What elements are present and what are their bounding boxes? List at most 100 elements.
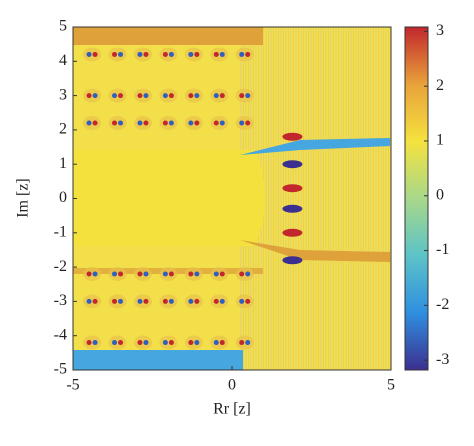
bulb-core [86,51,92,57]
bulb [108,116,127,131]
bulb-core [168,340,174,346]
bulb [159,294,178,309]
bulb-core [188,51,194,57]
bulb [159,88,178,103]
colorbar-tick-label: -2 [436,296,449,313]
x-axis-label: Rr [z] [213,401,251,418]
bulb-core [86,298,92,304]
bulb [235,47,254,62]
bulb-core [86,120,92,126]
top-band [73,27,263,45]
bulb-core [213,340,219,346]
bulb-core [245,298,251,304]
bulb-core [245,51,251,57]
bulb-core [162,51,168,57]
bulb-core [162,340,168,346]
bulb-core [194,298,200,304]
bulb [83,266,102,281]
bulb-core [118,271,124,277]
bottom-band [73,350,243,370]
bulb-core [143,93,149,99]
spike [282,256,303,265]
bulb [133,294,152,309]
bulb-core [143,271,149,277]
x-tick-label: 0 [228,377,236,394]
bulb-core [194,271,200,277]
bulb-core [245,271,251,277]
spike [282,160,303,169]
bulb-core [162,93,168,99]
y-tick-label: 2 [59,121,67,138]
bulb [108,294,127,309]
bulb [210,88,229,103]
bulb-core [219,51,225,57]
y-tick-label: 3 [59,86,67,103]
bulb-core [239,93,245,99]
bulb [108,88,127,103]
bulb-core [219,340,225,346]
colorbar-tick-label: -3 [436,351,449,368]
bulb-core [143,51,149,57]
bulb [184,47,203,62]
bulb-core [239,271,245,277]
bulb [133,116,152,131]
bulb [83,294,102,309]
bulb [210,266,229,281]
bulb [184,116,203,131]
bulb-core [118,298,124,304]
bulb-core [188,271,194,277]
bulb-core [92,120,98,126]
colorbar-tick-label: 2 [436,77,444,94]
bulb-core [194,340,200,346]
bulb-core [143,120,149,126]
bulb-core [112,120,118,126]
bulb-core [137,340,143,346]
bulb-core [137,51,143,57]
bulb-core [137,120,143,126]
colorbar-tick-label: 1 [436,132,444,149]
bulb-core [213,51,219,57]
bulb-core [168,298,174,304]
bulb-core [239,51,245,57]
bulb [159,47,178,62]
bulb [235,335,254,350]
bulb-core [92,51,98,57]
bulb-core [86,340,92,346]
bulb [133,47,152,62]
bulb-core [118,51,124,57]
bulb-core [213,120,219,126]
striped-region [240,27,391,370]
bulb [83,88,102,103]
orange-fan [240,240,390,262]
bulb-core [219,120,225,126]
bulb [133,335,152,350]
bulb-core [118,340,124,346]
y-tick-label: 5 [59,18,67,35]
bulb-core [112,51,118,57]
bulb-core [213,298,219,304]
bulb-core [137,271,143,277]
bulb-core [219,271,225,277]
bulb [210,335,229,350]
colorbar-tick-label: 3 [436,22,444,39]
bulb-core [245,93,251,99]
colorbar-tick-label: -1 [436,241,449,258]
bulb-core [168,120,174,126]
bulb [108,335,127,350]
bulb-core [194,93,200,99]
bulb [235,88,254,103]
main-region [73,150,265,246]
bulb-core [188,120,194,126]
bulb-core [168,51,174,57]
y-tick-label: 4 [59,52,67,69]
bulb [83,335,102,350]
spike [282,228,303,237]
y-tick-label: 1 [59,155,67,172]
bulb [108,266,127,281]
bulb [133,88,152,103]
bulb-core [213,271,219,277]
bulb-core [188,298,194,304]
bulb-core [92,93,98,99]
bulb-core [245,120,251,126]
